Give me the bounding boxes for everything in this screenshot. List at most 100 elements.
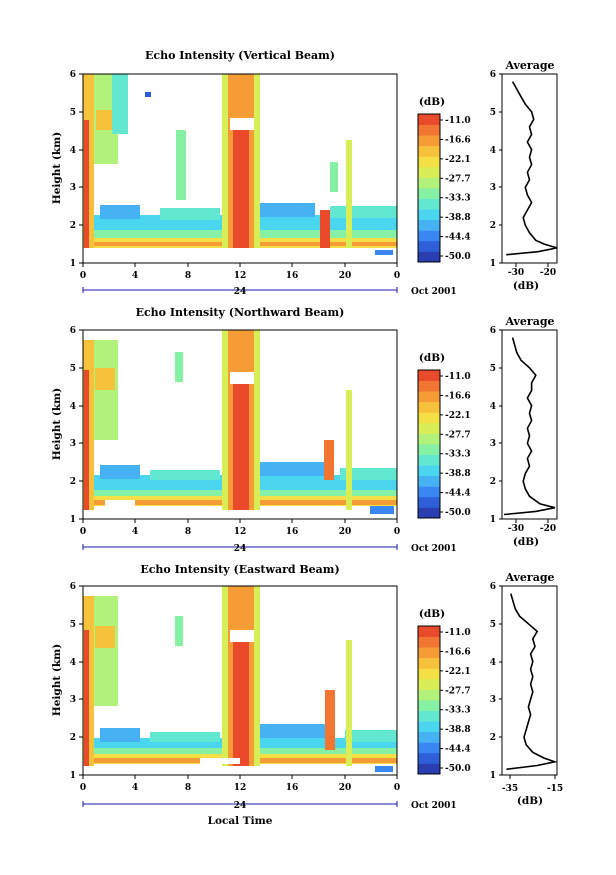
x-tick-label: 8 [185,527,191,537]
y-tick-label: 3 [490,183,496,193]
x-tick-label: 12 [234,783,247,793]
profile-title: Average [504,571,554,584]
colorbar-swatch [418,124,440,136]
panel-northward-beam: Echo Intensity (Northward Beam) [51,306,558,554]
colorbar-swatch [418,198,440,210]
colorbar-swatch [418,486,440,498]
colorbar-swatch [418,496,440,508]
y-axis: 1 2 3 4 5 6 Height (km) [51,70,83,269]
y-tick-label: 5 [490,620,496,630]
x-tick-label: 0 [394,783,400,793]
panel-eastward-beam: Echo Intensity (Eastward Beam) [51,563,563,827]
colorbar-swatch [418,454,440,466]
date-label: Oct 2001 [411,801,457,811]
y-tick-label: 5 [70,620,76,630]
colorbar-tick-label: -27.7 [445,686,471,696]
x-tick-label: 0 [394,271,400,281]
colorbar-swatch [418,444,440,455]
x-tick-label: 0 [80,783,86,793]
colorbar-tick-label: -27.7 [445,430,471,440]
colorbar-swatch [418,668,440,680]
colorbar-swatch [418,742,440,754]
colorbar-tick-label: -44.4 [445,745,471,755]
x-tick-label: 4 [132,271,138,281]
colorbar-swatch [418,145,440,157]
heatmap-field [83,586,397,772]
profile-frame [501,329,558,520]
x-tick-label: -30 [508,268,524,278]
colorbar-swatch [418,391,440,403]
chart-title: Echo Intensity (Eastward Beam) [140,563,339,576]
y-tick-label: 4 [490,146,496,156]
y-tick-label: 3 [70,183,76,193]
y-tick-label: 1 [70,259,76,269]
colorbar-swatch [418,721,440,733]
colorbar-tick-label: -22.1 [445,667,471,677]
x-axis: 0 4 8 12 16 20 0 [80,775,400,793]
profile-x-label: (dB) [513,536,539,548]
colorbar-swatch [418,240,440,252]
colorbar-tick-label: -50.0 [445,764,471,774]
x-tick-label: 12 [234,271,247,281]
date-bar: 24 Oct 2001 [82,287,457,297]
colorbar-swatch [418,626,440,637]
colorbar-swatch [418,700,440,711]
colorbar-swatch [418,156,440,168]
y-tick-label: 4 [490,658,496,668]
y-tick-label: 4 [70,658,76,668]
colorbar-swatch [418,135,440,147]
average-profile: Average 1 2 3 4 5 6 -30 -20 (dB) [490,59,558,292]
colorbar-unit: (dB) [419,608,445,620]
colorbar-swatch [418,114,440,125]
x-tick-label: -20 [540,268,556,278]
colorbar-swatch [418,370,440,381]
y-tick-label: 4 [490,402,496,412]
x-tick-label: 20 [339,783,352,793]
x-axis-label: Local Time [208,815,273,827]
y-tick-label: 1 [490,515,496,525]
colorbar-swatch [418,657,440,669]
x-tick-label: -20 [540,524,556,534]
y-tick-label: 6 [70,326,76,336]
y-tick-label: 2 [490,733,496,743]
colorbar-swatch [418,507,440,519]
day-label: 24 [234,801,247,811]
colorbar-tick-label: -27.7 [445,174,471,184]
y-axis-label: Height (km) [51,388,63,460]
x-tick-label: 16 [286,527,299,537]
x-tick-label: 20 [339,527,352,537]
profile-series-line [506,81,558,256]
y-axis: 1 2 3 4 5 6 Height (km) [51,582,83,781]
y-tick-label: 1 [490,259,496,269]
colorbar-swatch [418,412,440,424]
y-tick-label: 2 [70,477,76,487]
y-tick-label: 4 [70,402,76,412]
colorbar-swatch [418,475,440,487]
profile-frame [501,585,558,776]
colorbar-swatch [418,647,440,659]
y-tick-label: 1 [70,771,76,781]
y-tick-label: 6 [490,70,496,80]
colorbar-tick-label: -33.3 [445,706,471,716]
colorbar-swatch [418,251,440,263]
colorbar-swatch [418,166,440,178]
colorbar-tick-label: -16.6 [445,647,471,657]
colorbar-tick-label: -44.4 [445,233,471,243]
y-tick-label: 5 [70,108,76,118]
colorbar-tick-label: -38.8 [445,469,471,479]
colorbar-tick-label: -11.0 [445,372,471,382]
colorbar-swatch [418,731,440,743]
colorbar-swatch [418,752,440,764]
y-tick-label: 1 [70,515,76,525]
colorbar-tick-label: -16.6 [445,135,471,145]
y-tick-label: 5 [490,364,496,374]
y-tick-label: 6 [70,70,76,80]
heatmap-field [83,330,397,514]
date-label: Oct 2001 [411,544,457,554]
colorbar-swatch [418,689,440,701]
profile-x-axis: -35 -15 (dB) [502,775,563,807]
x-tick-label: 0 [394,527,400,537]
x-tick-label: 16 [286,271,299,281]
profile-x-label: (dB) [517,795,543,807]
x-tick-label: -35 [502,784,518,794]
